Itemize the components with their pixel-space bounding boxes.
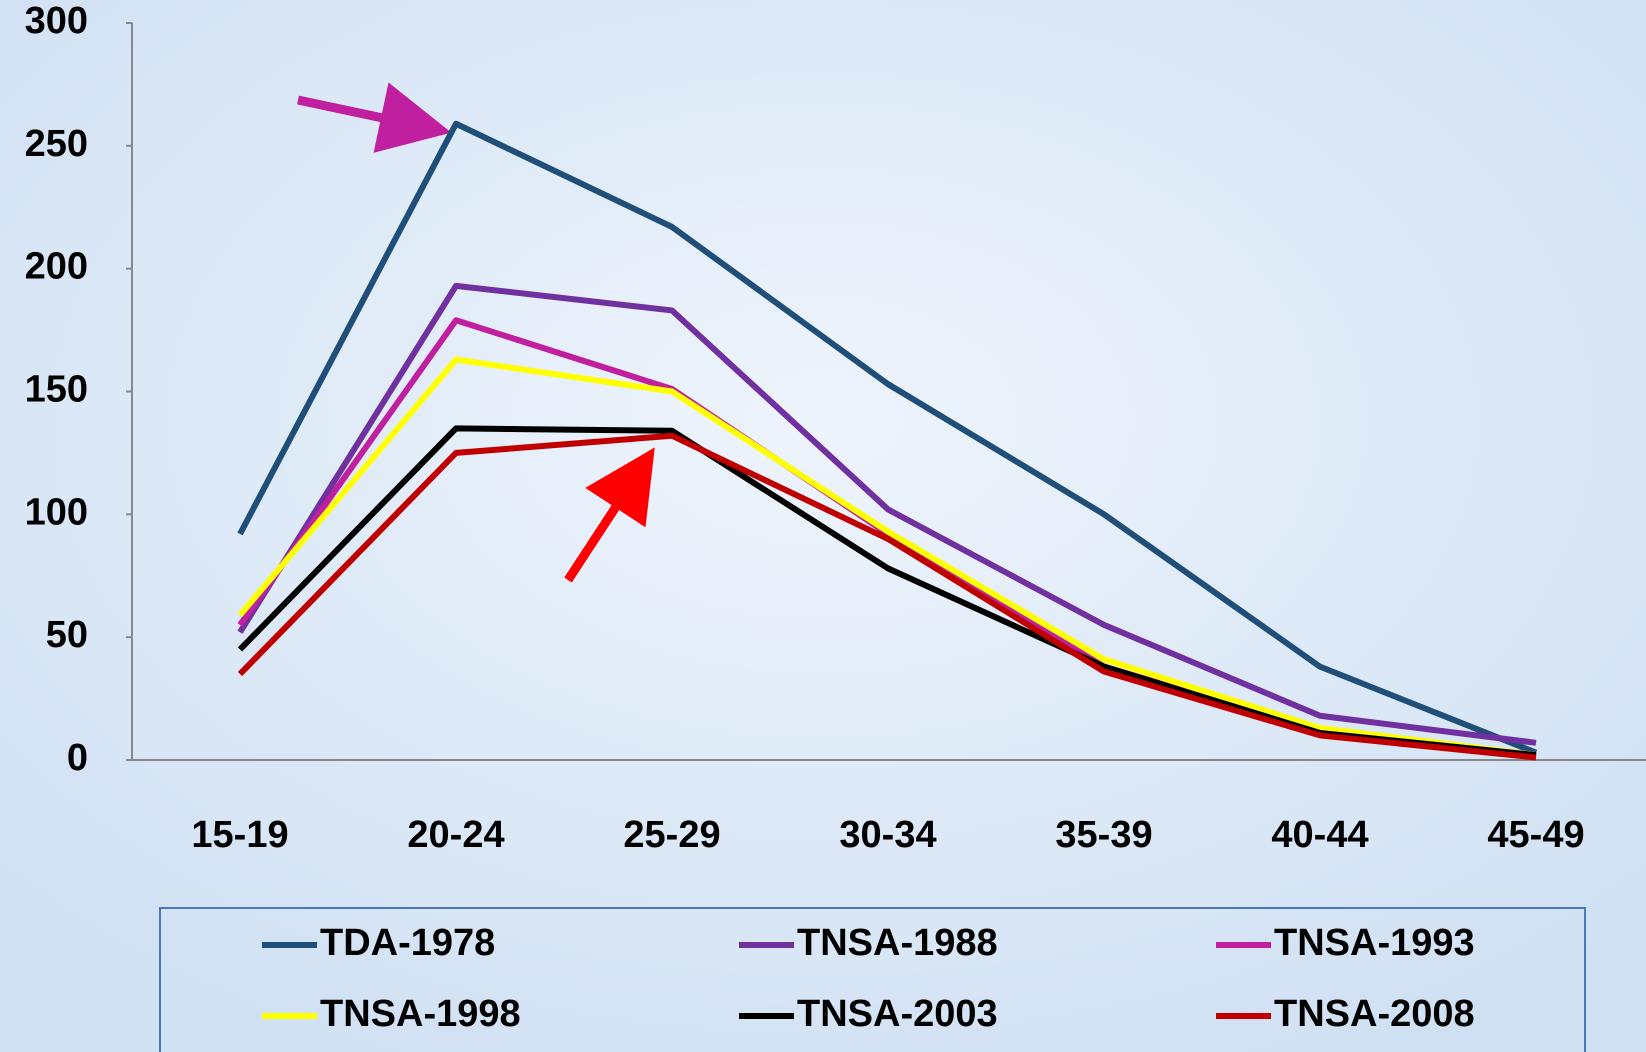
legend-label: TNSA-2003 xyxy=(797,993,998,1035)
legend-label: TNSA-2008 xyxy=(1274,993,1475,1035)
data-line xyxy=(237,432,1537,761)
y-tick-label: 150 xyxy=(25,369,88,411)
x-tick-label: 45-49 xyxy=(1487,814,1584,856)
x-tick-label: 25-29 xyxy=(623,814,720,856)
annotation-arrow xyxy=(297,82,452,153)
x-tick-label: 15-19 xyxy=(191,814,288,856)
y-tick-label: 100 xyxy=(25,491,88,533)
x-tick-label: 20-24 xyxy=(407,814,504,856)
x-tick-label: 30-34 xyxy=(839,814,936,856)
y-tick-label: 200 xyxy=(25,246,88,288)
data-line xyxy=(237,120,1538,756)
y-tick-label: 250 xyxy=(25,123,88,165)
annotation-arrow xyxy=(564,447,655,583)
x-tick-label: 35-39 xyxy=(1055,814,1152,856)
y-tick-label: 300 xyxy=(25,0,88,42)
legend-label: TNSA-1988 xyxy=(797,922,998,964)
legend-label: TNSA-1993 xyxy=(1274,922,1475,964)
y-tick-label: 0 xyxy=(67,737,88,779)
legend-label: TDA-1978 xyxy=(320,922,495,964)
legend-box xyxy=(159,907,1586,1052)
legend-label: TNSA-1998 xyxy=(320,993,521,1035)
data-line xyxy=(237,282,1537,746)
x-tick-label: 40-44 xyxy=(1271,814,1368,856)
data-line xyxy=(237,356,1537,759)
y-tick-label: 50 xyxy=(46,614,88,656)
